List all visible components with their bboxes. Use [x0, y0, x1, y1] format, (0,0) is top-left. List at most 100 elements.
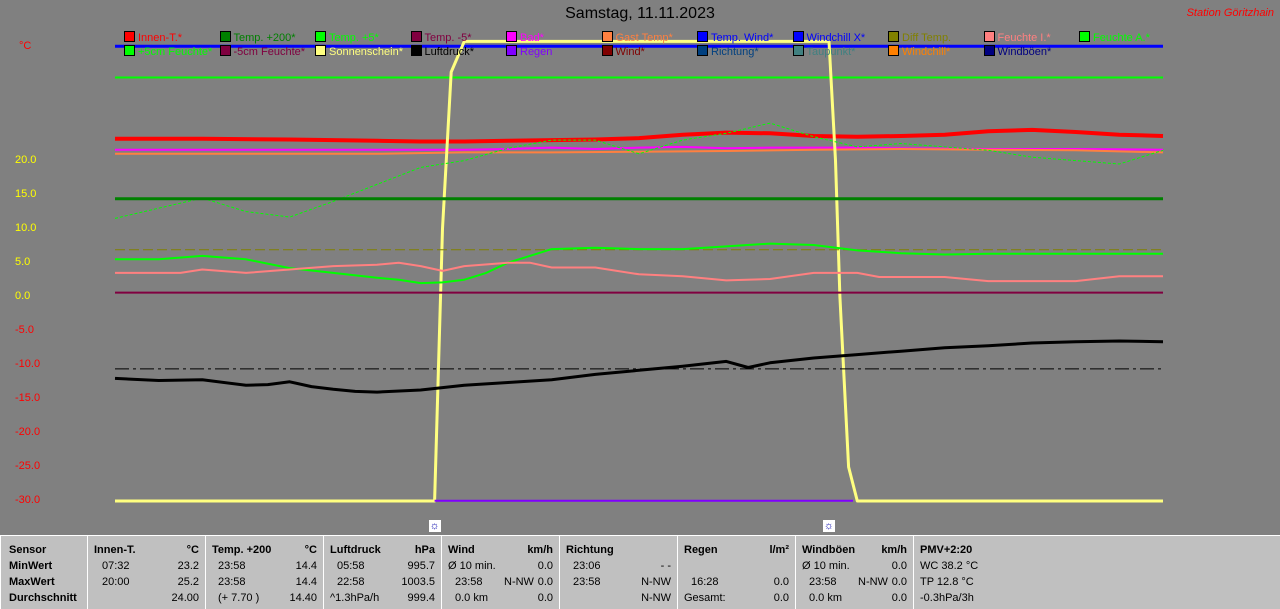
legend-swatch: [601, 45, 613, 56]
stats-boeen-r1: 0.0: [891, 560, 907, 572]
y-tick-label: -10.0: [15, 357, 41, 370]
legend-item: Temp. Wind*: [697, 31, 773, 44]
y-tick-label: 10.0: [15, 221, 37, 234]
stats-boeen-r2: 0.0: [891, 576, 907, 588]
legend-swatch: [315, 31, 326, 42]
stats-wind-r1: 0.0: [537, 560, 553, 572]
stats-temp200-max-time: 23:58: [218, 576, 246, 588]
stats-label-max: MaxWert: [9, 576, 55, 588]
stats-innen-avg: 24.00: [171, 592, 199, 604]
stats-label-avg: Durchschnitt: [9, 592, 77, 604]
stats-druck-avg: 999.4: [407, 592, 435, 604]
legend-item: Sonnenschein*: [315, 45, 403, 58]
legend-swatch: [219, 31, 231, 42]
stats-col-boeen: Windböen km/h Ø 10 min. 0.0 23:58 N-NW 0…: [795, 536, 914, 609]
legend-label: Innen-T.*: [138, 32, 183, 44]
stats-label-sensor: Sensor: [9, 544, 47, 556]
stats-temp200-avg: 14.40: [289, 592, 317, 604]
legend-swatch: [1079, 31, 1090, 42]
legend-item: Gast Temp*: [601, 31, 673, 44]
y-tick-label: -20.0: [15, 425, 41, 438]
stats-wind-r2: 0.0: [537, 576, 553, 588]
stats-regen-r2: 0.0: [773, 576, 789, 588]
y-tick-label: 20.0: [15, 153, 37, 166]
y-tick-label: -30.0: [15, 494, 41, 506]
legend-label: Temp. -5*: [424, 32, 472, 44]
legend-swatch: [219, 45, 231, 56]
legend-label: Richtung*: [711, 46, 759, 58]
series-line: [114, 339, 1164, 394]
legend-item: Temp. +5*: [315, 31, 379, 44]
legend-item: Windchill X*: [792, 31, 865, 44]
stats-boeen-r2-dir: N-NW: [858, 576, 888, 588]
series-line: [115, 39, 1163, 503]
legend-label: Sonnenschein*: [329, 46, 404, 58]
legend-label: Wind*: [615, 46, 645, 58]
legend-label: Bad*: [520, 32, 544, 44]
stats-regen-r3: 0.0: [773, 592, 789, 604]
legend-swatch: [410, 31, 422, 42]
stats-wind-r3: 0.0: [537, 592, 553, 604]
y-axis-unit: °C: [19, 40, 32, 52]
sun-moon-icon: ☼: [428, 520, 441, 532]
stats-innen-unit: °C: [186, 544, 199, 556]
stats-pmv-title: PMV+2:20: [920, 544, 973, 556]
legend-swatch: [601, 31, 613, 42]
stats-druck-unit: hPa: [414, 544, 435, 556]
legend-item: Luftdruck*: [410, 45, 475, 58]
legend-label: Temp. +200*: [233, 32, 296, 44]
legend-swatch: [888, 45, 899, 56]
stats-richtung-r2-time: 23:58: [573, 576, 601, 588]
stats-temp200-min: 14.4: [295, 560, 317, 572]
chart-title: Samstag, 11.11.2023: [565, 5, 715, 22]
stats-boeen-r2-time: 23:58: [809, 576, 837, 588]
legend-swatch: [124, 31, 135, 42]
stats-richtung-r2: N-NW: [641, 576, 671, 588]
stats-wind-unit: km/h: [527, 544, 553, 556]
y-tick-label: 0.0: [15, 289, 31, 302]
stats-col-richtung: Richtung 23:06 - - 23:58 N-NW N-NW: [559, 536, 678, 609]
chart-plot-area: [114, 39, 1164, 503]
stats-temp200-max: 14.4: [295, 576, 317, 588]
series-line: [115, 242, 1163, 285]
stats-regen-unit: l/m²: [769, 544, 789, 556]
stats-druck-min-time: 05:58: [337, 560, 365, 572]
legend-item: Wind*: [601, 45, 645, 58]
legend-swatch: [888, 31, 899, 42]
stats-temp200-unit: °C: [304, 544, 317, 556]
stats-regen-r3-label: Gesamt:: [684, 592, 726, 604]
stats-pmv-r2: TP 12.8 °C: [920, 576, 974, 588]
y-tick-label: -25.0: [15, 459, 41, 472]
stats-innen-title: Innen-T.: [94, 544, 136, 556]
legend-label: Taupunkt*: [806, 46, 856, 58]
legend-label: Temp. Wind*: [711, 32, 774, 44]
stats-col-labels: Sensor MinWert MaxWert Durchschnitt: [0, 536, 88, 609]
stats-boeen-r3: 0.0: [891, 592, 907, 604]
stats-col-druck: Luftdruck hPa 05:58 995.7 22:58 1003.5 ^…: [323, 536, 442, 609]
station-name: Station Göritzhain: [1186, 7, 1274, 19]
legend-item: Richtung*: [697, 45, 759, 58]
stats-richtung-r1-time: 23:06: [573, 560, 601, 572]
legend-label: Luftdruck*: [424, 46, 475, 58]
stats-druck-min: 995.7: [407, 560, 435, 572]
legend-label: -5cm Feuchte*: [233, 46, 306, 58]
legend-label: Diff Temp.: [902, 32, 952, 44]
legend-label: Feuchte I.*: [997, 32, 1051, 44]
stats-wind-r3-label: 0.0 km: [455, 592, 489, 604]
stats-wind-title: Wind: [448, 544, 475, 556]
legend-item: Bad*: [506, 31, 544, 44]
stats-regen-title: Regen: [684, 544, 718, 556]
stats-innen-min-time: 07:32: [102, 560, 130, 572]
stats-temp200-min-time: 23:58: [218, 560, 246, 572]
stats-richtung-r1: - -: [660, 560, 671, 572]
legend-swatch: [792, 45, 804, 56]
sun-moon-icon: ☼: [822, 520, 835, 532]
y-tick-label: -15.0: [15, 391, 41, 404]
legend-label: Windböen*: [997, 46, 1052, 58]
legend-label: Regen: [520, 46, 553, 58]
legend-item: Taupunkt*: [792, 45, 856, 58]
legend-swatch: [983, 45, 995, 56]
legend-item: Feuchte A.*: [1079, 31, 1150, 44]
stats-druck-avg-extra: ^1.3hPa/h: [330, 592, 380, 604]
legend-item: Diff Temp.: [888, 31, 951, 44]
